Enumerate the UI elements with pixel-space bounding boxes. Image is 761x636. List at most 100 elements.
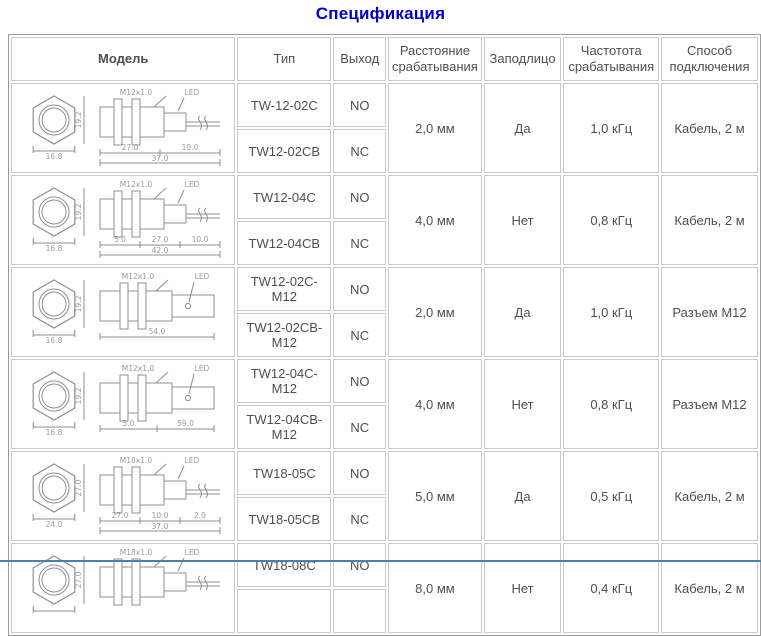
sensor-drawing: 16.8 19.2 M12x1.0 LED 5.0 59.0 bbox=[11, 359, 236, 449]
output-cell: NC bbox=[333, 497, 387, 541]
svg-text:LED: LED bbox=[195, 272, 210, 281]
connection-cell: Разъем М12 bbox=[661, 359, 758, 449]
model-cell: TW18-08C bbox=[237, 543, 332, 587]
table-row: 24.0 27.0 M18x1.0 LED 27.0 10.0 2.0 37.0 TW18-0… bbox=[11, 451, 758, 541]
svg-text:10.0: 10.0 bbox=[152, 511, 169, 520]
header-row: Модель Тип Выход Расстояние срабатывания… bbox=[11, 37, 758, 81]
svg-text:19.2: 19.2 bbox=[74, 111, 83, 128]
svg-text:42.0: 42.0 bbox=[152, 246, 169, 255]
sensor-dimension-drawing: 24.0 27.0 M18x1.0 LED 27.0 10.0 2.0 37.0 bbox=[32, 456, 221, 534]
sensor-dimension-drawing: 16.8 19.2 M12x1.0 LED 5.0 27.0 10.0 42.0 bbox=[32, 180, 221, 258]
output-cell: NO bbox=[333, 267, 387, 311]
table-row: TW12-02CB NC bbox=[11, 129, 758, 173]
svg-text:LED: LED bbox=[185, 456, 200, 465]
flush-cell: Нет bbox=[483, 359, 562, 449]
connection-cell: Кабель, 2 м bbox=[661, 543, 758, 633]
distance-cell: 2,0 мм bbox=[388, 267, 482, 357]
svg-text:27.0: 27.0 bbox=[112, 511, 129, 520]
sensor-drawing: 16.8 19.2 M12x1.0 LED 5.0 27.0 10.0 42.0 bbox=[11, 175, 236, 265]
svg-text:16.8: 16.8 bbox=[46, 428, 63, 437]
svg-text:M18x1.0: M18x1.0 bbox=[120, 548, 153, 557]
svg-text:LED: LED bbox=[195, 364, 210, 373]
svg-text:16.8: 16.8 bbox=[46, 336, 63, 345]
model-cell: TW12-02CB-M12 bbox=[237, 313, 332, 357]
distance-cell: 4,0 мм bbox=[388, 359, 482, 449]
output-cell: NO bbox=[333, 359, 387, 403]
table-row: TW12-02CB-M12 NC bbox=[11, 313, 758, 357]
svg-text:19.2: 19.2 bbox=[74, 203, 83, 220]
output-cell: NC bbox=[333, 313, 387, 357]
svg-text:LED: LED bbox=[185, 180, 200, 189]
frequency-cell: 1,0 кГц bbox=[563, 267, 660, 357]
connection-cell: Кабель, 2 м bbox=[661, 175, 758, 265]
svg-text:16.8: 16.8 bbox=[46, 152, 63, 161]
svg-text:16.8: 16.8 bbox=[46, 244, 63, 253]
header-type: Тип bbox=[237, 37, 332, 81]
flush-cell: Да bbox=[483, 267, 562, 357]
sensor-drawing: 24.0 27.0 M18x1.0 LED 27.0 10.0 2.0 37.0 bbox=[11, 451, 236, 541]
svg-text:M12x1.0: M12x1.0 bbox=[122, 364, 155, 373]
svg-text:19.2: 19.2 bbox=[74, 387, 83, 404]
table-row: TW18-05CB NC bbox=[11, 497, 758, 541]
svg-text:M12x1.0: M12x1.0 bbox=[122, 272, 155, 281]
header-flush: Заподлицо bbox=[483, 37, 562, 81]
flush-cell: Да bbox=[483, 83, 562, 173]
svg-text:59.0: 59.0 bbox=[177, 419, 194, 428]
svg-text:2.0: 2.0 bbox=[194, 511, 206, 520]
svg-text:37.0: 37.0 bbox=[152, 154, 169, 163]
distance-cell: 5,0 мм bbox=[388, 451, 482, 541]
sensor-dimension-drawing: 16.8 19.2 M12x1.0 LED 27.0 10.0 37.0 bbox=[32, 88, 221, 166]
table-row: 16.8 19.2 M12x1.0 LED 54.0 TW12-02C-M12 NO 2… bbox=[11, 267, 758, 357]
table-row: 16.8 19.2 M12x1.0 LED 5.0 59.0 TW12-04C-M12 N… bbox=[11, 359, 758, 449]
svg-text:54.0: 54.0 bbox=[149, 327, 166, 336]
specification-table: Модель Тип Выход Расстояние срабатывания… bbox=[8, 34, 761, 636]
output-cell bbox=[333, 589, 387, 633]
svg-text:27.0: 27.0 bbox=[122, 143, 139, 152]
table-row: TW12-04CB-M12 NC bbox=[11, 405, 758, 449]
distance-cell: 4,0 мм bbox=[388, 175, 482, 265]
frequency-cell: 0,4 кГц bbox=[563, 543, 660, 633]
distance-cell: 2,0 мм bbox=[388, 83, 482, 173]
sensor-drawing: 16.8 19.2 M12x1.0 LED 27.0 10.0 37.0 bbox=[11, 83, 236, 173]
svg-text:27.0: 27.0 bbox=[74, 479, 83, 496]
bottom-horizontal-rule bbox=[0, 560, 761, 562]
svg-text:27.0: 27.0 bbox=[74, 571, 83, 588]
connection-cell: Кабель, 2 м bbox=[661, 83, 758, 173]
connection-cell: Разъем М12 bbox=[661, 267, 758, 357]
svg-text:M12x1.0: M12x1.0 bbox=[120, 180, 153, 189]
svg-text:24.0: 24.0 bbox=[46, 520, 63, 529]
svg-text:5.0: 5.0 bbox=[114, 235, 126, 244]
output-cell: NO bbox=[333, 451, 387, 495]
model-cell: TW12-04C-M12 bbox=[237, 359, 332, 403]
svg-text:LED: LED bbox=[185, 548, 200, 557]
header-connection: Способ подключения bbox=[661, 37, 758, 81]
svg-text:M12x1.0: M12x1.0 bbox=[120, 88, 153, 97]
header-model: Модель bbox=[11, 37, 236, 81]
svg-text:37.0: 37.0 bbox=[152, 522, 169, 531]
model-cell: TW18-05CB bbox=[237, 497, 332, 541]
svg-text:LED: LED bbox=[185, 88, 200, 97]
table-row: 27.0 M18x1.0 LED TW18-08C NO 8,0 мм Нет 0,… bbox=[11, 543, 758, 633]
output-cell: NC bbox=[333, 221, 387, 265]
header-distance: Расстояние срабатывания bbox=[388, 37, 482, 81]
svg-text:M18x1.0: M18x1.0 bbox=[120, 456, 153, 465]
header-frequency: Частотота срабатывания bbox=[563, 37, 660, 81]
model-cell: TW12-02C-M12 bbox=[237, 267, 332, 311]
svg-text:10.0: 10.0 bbox=[192, 235, 209, 244]
svg-text:27.0: 27.0 bbox=[152, 235, 169, 244]
flush-cell: Нет bbox=[483, 543, 562, 633]
model-cell: TW18-05C bbox=[237, 451, 332, 495]
svg-text:19.2: 19.2 bbox=[74, 295, 83, 312]
frequency-cell: 0,5 кГц bbox=[563, 451, 660, 541]
output-cell: NO bbox=[333, 83, 387, 127]
sensor-dimension-drawing: 16.8 19.2 M12x1.0 LED 54.0 bbox=[32, 272, 215, 345]
model-cell: TW12-04C bbox=[237, 175, 332, 219]
connection-cell: Кабель, 2 м bbox=[661, 451, 758, 541]
frequency-cell: 0,8 кГц bbox=[563, 359, 660, 449]
frequency-cell: 0,8 кГц bbox=[563, 175, 660, 265]
output-cell: NC bbox=[333, 405, 387, 449]
distance-cell: 8,0 мм bbox=[388, 543, 482, 633]
model-cell: TW-12-02C bbox=[237, 83, 332, 127]
table-row: TW12-04CB NC bbox=[11, 221, 758, 265]
model-cell: TW12-04CB-M12 bbox=[237, 405, 332, 449]
